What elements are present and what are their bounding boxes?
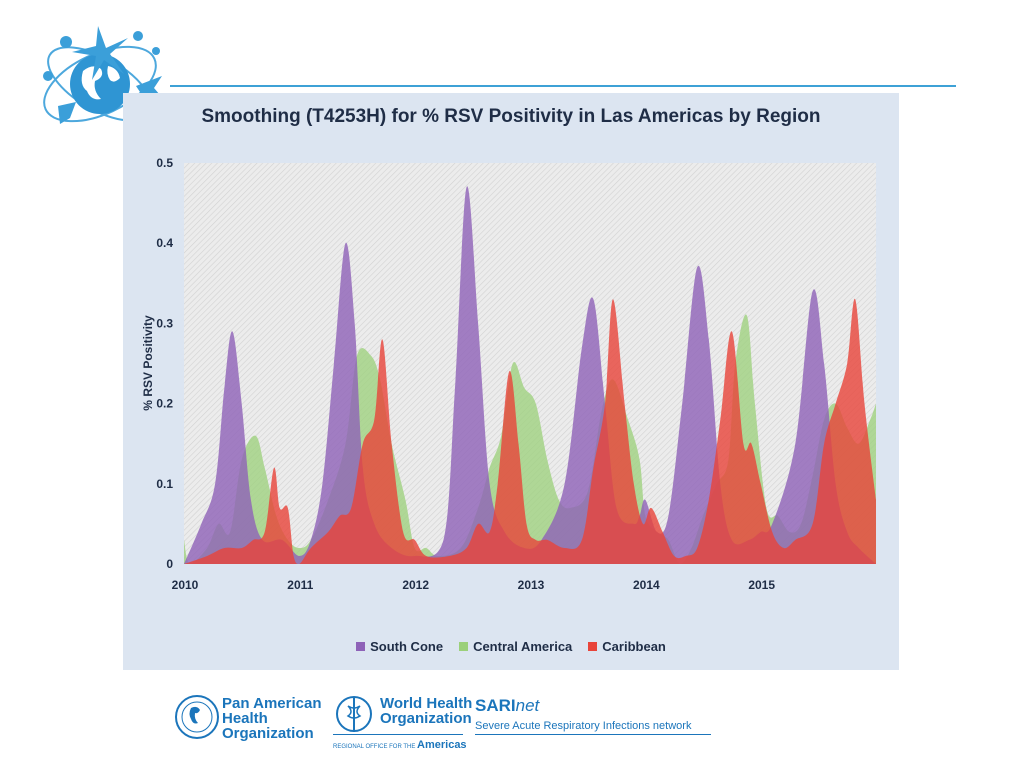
y-tick-label: 0.2 [156,397,173,411]
chart-legend: South Cone Central America Caribbean [123,639,899,654]
who-regional: REGIONAL OFFICE FOR THE Americas [333,739,467,751]
legend-label: Caribbean [602,639,666,654]
x-tick-label: 2014 [633,578,660,592]
y-tick-label: 0.4 [156,236,173,250]
legend-label: Central America [473,639,573,654]
x-tick-label: 2012 [402,578,429,592]
who-divider [333,734,463,735]
rsv-area-chart: 0 0.1 0.2 0.3 0.4 0.5 2010 2011 2012 2013 2014 201… [141,156,876,592]
series-area-caribbean [184,298,876,564]
who-name: World Health Organization [380,696,472,726]
y-tick-label: 0.3 [156,316,173,330]
paho-line: Health [222,710,268,727]
sari-prefix: SARI [475,696,516,715]
sarinet-divider [475,734,711,735]
chart-title: Smoothing (T4253H) for % RSV Positivity … [201,106,821,127]
y-tick-label: 0.5 [156,156,173,170]
x-tick-label: 2013 [518,578,545,592]
chart-panel: Smoothing (T4253H) for % RSV Positivity … [123,93,899,670]
legend-item-caribbean: Caribbean [588,639,666,654]
legend-label: South Cone [370,639,444,654]
legend-swatch [588,642,598,651]
who-americas: Americas [417,739,467,751]
sari-suffix: net [515,696,540,715]
series-area-south-cone [184,186,876,564]
x-tick-label: 2011 [287,578,313,592]
header-rule [170,85,956,87]
who-line: World Health [380,695,473,712]
y-axis-label: % RSV Positivity [141,315,155,411]
paho-line: Pan American [222,695,322,712]
paho-name: Pan American Health Organization [222,696,322,741]
y-tick-label: 0 [166,557,173,571]
legend-swatch [356,642,366,651]
who-line: Organization [380,710,472,727]
footer-logos: Pan American Health Organization World H… [170,690,730,751]
legend-item-central-america: Central America [459,639,572,654]
x-tick-label: 2015 [748,578,775,592]
legend-item-south-cone: South Cone [356,639,443,654]
y-tick-label: 0.1 [156,477,173,491]
sarinet-name: SARInet [475,696,539,716]
paho-seal-icon [175,695,219,739]
legend-swatch [459,642,469,651]
who-regional-label: REGIONAL OFFICE FOR THE [333,744,416,750]
x-tick-label: 2010 [172,578,199,592]
paho-line: Organization [222,725,314,742]
sarinet-description: Severe Acute Respiratory Infections netw… [475,720,692,732]
who-emblem-icon [336,696,372,732]
